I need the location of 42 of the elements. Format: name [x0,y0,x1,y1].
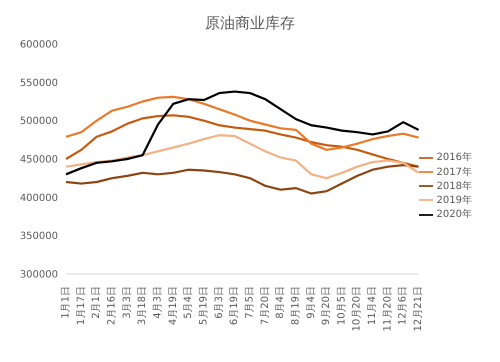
chart-title: 原油商业库存 [204,13,296,34]
x-tick-label: 12月6日 [398,286,409,326]
y-tick-label: 450000 [20,154,58,166]
x-tick-label: 10月20日 [352,286,363,332]
x-tick-label: 8月19日 [290,286,302,326]
x-tick-label: 1月1日 [60,286,72,319]
x-tick-label: 5月19日 [198,286,210,326]
x-tick-label: 2月1日 [91,286,102,319]
legend-label: 2020年 [436,209,472,220]
x-tick-label: 4月3日 [152,286,164,319]
x-tick-label: 7月5日 [244,286,256,319]
line-series [64,114,420,168]
line-series [64,96,420,151]
x-tick-label: 6月19日 [229,286,240,326]
x-tick-label: 9月4日 [306,286,317,319]
line-series [64,90,420,176]
y-tick-label: 500000 [20,116,58,128]
x-tick-label: 3月3日 [122,286,133,319]
line-series [64,164,420,195]
y-tick-label: 300000 [20,270,58,281]
x-tick-label: 1月17日 [76,286,87,326]
y-tick-label: 350000 [20,231,58,242]
x-tick-label: 9月20日 [321,286,332,326]
x-tick-label: 4月19日 [168,286,179,326]
y-tick-label: 550000 [20,78,58,89]
x-tick-label: 10月5日 [336,286,348,326]
x-tick-label: 6月3日 [214,286,225,319]
legend-label: 2017年 [436,166,472,178]
legend-label: 2016年 [436,152,472,164]
x-tick-label: 11月20日 [382,286,394,332]
x-tick-label: 2月16日 [106,286,118,326]
line-series [64,134,420,180]
y-tick-label: 400000 [20,192,58,204]
x-tick-label: 3月18日 [137,286,148,326]
x-tick-label: 12月21日 [413,286,424,332]
x-tick-label: 11月4日 [367,286,378,326]
x-tick-label: 8月4日 [275,286,286,319]
x-tick-label: 7月20日 [260,286,271,326]
x-tick-label: 5月4日 [183,286,194,319]
legend-label: 2019年 [436,195,472,206]
legend-label: 2018年 [436,180,472,192]
y-tick-label: 600000 [20,40,58,51]
